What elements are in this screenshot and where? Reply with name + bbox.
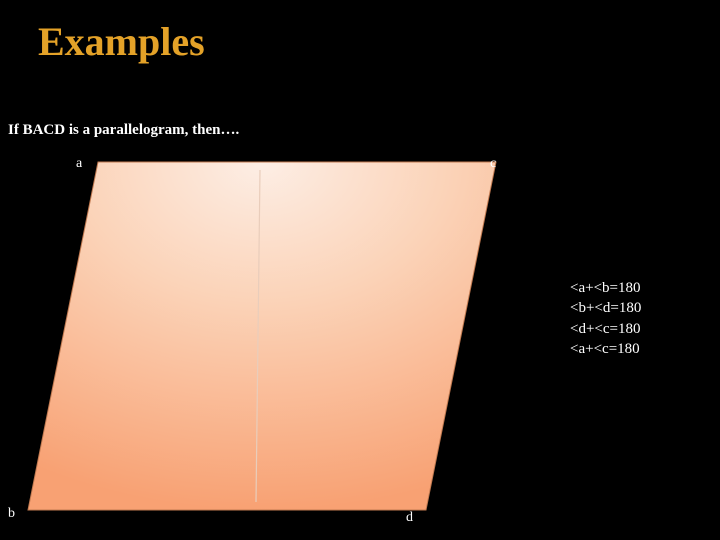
vertex-b: b <box>8 506 15 522</box>
parallelogram-diagram: a c b d <box>8 150 508 530</box>
equation-3: <d+<c=180 <box>570 319 641 339</box>
equation-4: <a+<c=180 <box>570 339 641 359</box>
equations-list: <a+<b=180 <b+<d=180 <d+<c=180 <a+<c=180 <box>570 278 641 359</box>
equation-1: <a+<b=180 <box>570 278 641 298</box>
parallelogram-shape <box>28 162 496 510</box>
equation-2: <b+<d=180 <box>570 298 641 318</box>
vertex-a: a <box>76 156 82 172</box>
slide-title: Examples <box>38 18 205 65</box>
vertex-c: c <box>490 156 496 172</box>
parallelogram-svg <box>8 150 508 530</box>
slide-subtitle: If BACD is a parallelogram, then…. <box>8 122 239 139</box>
vertex-d: d <box>406 510 413 526</box>
